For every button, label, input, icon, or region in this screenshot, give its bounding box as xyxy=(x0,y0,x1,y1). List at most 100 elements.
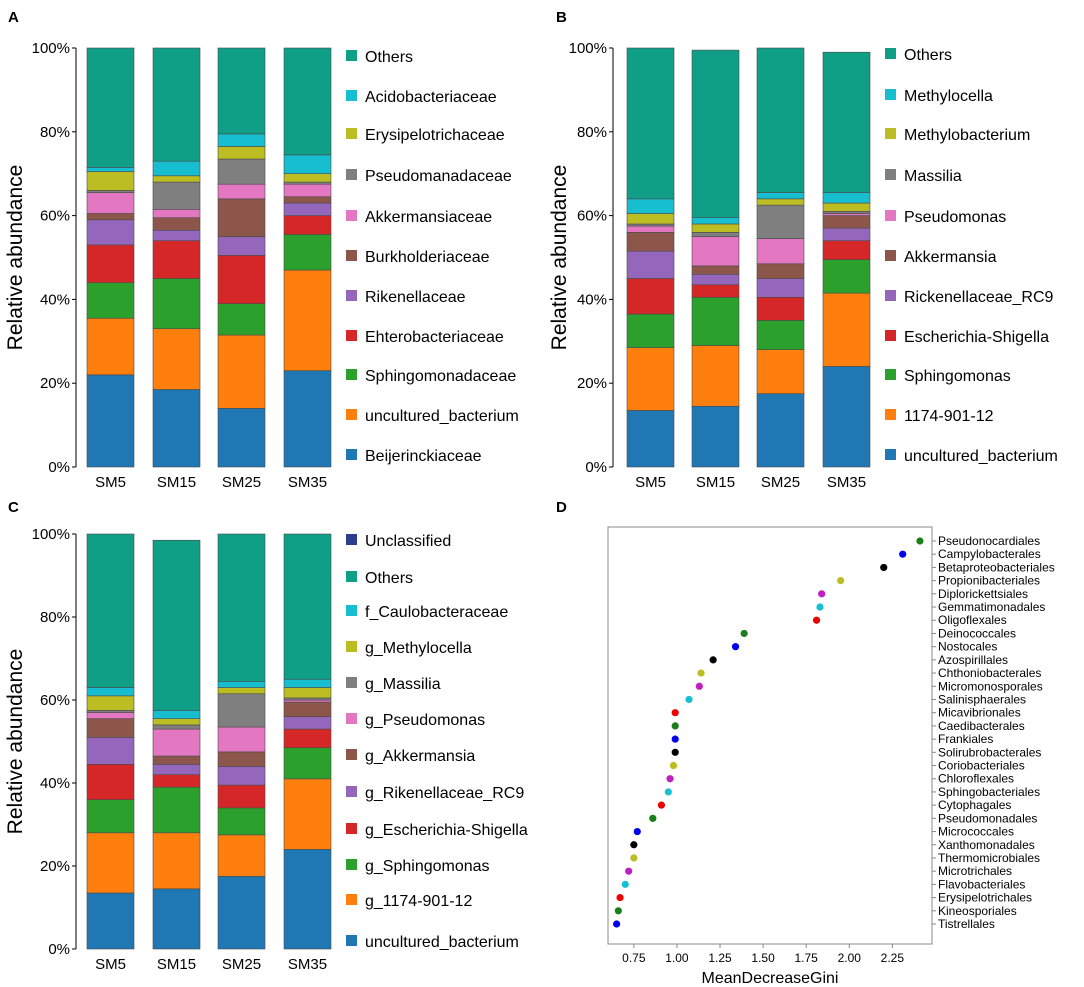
legend-item: Akkermansiaceae xyxy=(365,209,492,226)
y-tick-label: 60% xyxy=(40,208,70,225)
legend-item: uncultured_bacterium xyxy=(365,934,519,951)
bar-segment-Rikenellaceae xyxy=(217,236,266,256)
y-tick-label: 20% xyxy=(40,375,70,392)
legend-swatch xyxy=(346,935,357,946)
legend-item: g_1174-901-12 xyxy=(365,893,472,910)
x-tick-label: SM35 xyxy=(288,474,327,491)
x-tick-label: 2.00 xyxy=(838,951,862,965)
y-tick-label: Xanthomonadales xyxy=(938,838,1035,852)
point-Frankiales xyxy=(671,735,679,743)
point-Xanthomonadales xyxy=(630,841,638,849)
y-tick-label: 40% xyxy=(40,775,70,792)
legend-swatch xyxy=(346,859,357,870)
y-tick-label: Erysipelotrichales xyxy=(938,891,1032,905)
legend-item: Escherichia-Shigella xyxy=(904,329,1049,346)
bar-segment-Akkermansia xyxy=(626,232,675,252)
bar-segment-f_Caulobacteraceae xyxy=(283,678,332,688)
bar-segment-g_Escherichia-Shigella xyxy=(283,728,332,749)
legend-swatch xyxy=(346,210,357,221)
bar-segment-Beijerinckiaceae xyxy=(86,374,135,468)
y-tick-label: 100% xyxy=(569,40,607,57)
bar-segment-Rickenellaceae_RC9 xyxy=(626,250,675,279)
legend-item: Burkholderiaceae xyxy=(365,249,490,266)
bar-segment-Others xyxy=(626,47,675,200)
y-tick-label: Flavobacteriales xyxy=(938,877,1025,891)
legend-swatch xyxy=(346,605,357,616)
bar-segment-Sphingomonadaceae xyxy=(86,282,135,319)
bar-segment-Others xyxy=(86,47,135,168)
bar-segment-uncultured_bacterium xyxy=(217,334,266,409)
bar-segment-Others xyxy=(283,47,332,156)
y-tick-label: Micrococcales xyxy=(938,825,1014,839)
legend-item: g_Akkermansia xyxy=(365,748,475,765)
bar-segment-uncultured_bacterium xyxy=(86,892,135,950)
bar-segment-Others xyxy=(217,533,266,682)
bar-segment-Beijerinckiaceae xyxy=(283,370,332,468)
legend-swatch xyxy=(346,894,357,905)
legend-item: Massilia xyxy=(904,168,962,185)
legend-item: Unclassified xyxy=(365,533,451,550)
x-tick-label: SM35 xyxy=(288,956,327,973)
bar-segment-Erysipelotrichaceae xyxy=(283,173,332,183)
bar-segment-uncultured_bacterium xyxy=(217,876,266,950)
legend-item: Others xyxy=(904,47,952,64)
legend-swatch xyxy=(346,786,357,797)
bar-segment-Akkermansia xyxy=(756,263,805,279)
legend-swatch xyxy=(346,250,357,261)
bar-segment-Acidobacteriaceae xyxy=(152,160,201,177)
bar-segment-f_Caulobacteraceae xyxy=(152,710,201,719)
legend-swatch xyxy=(346,50,357,61)
legend-item: f_Caulobacteraceae xyxy=(365,604,508,621)
bar-segment-Erysipelotrichaceae xyxy=(86,171,135,191)
y-tick-label: Tistrellales xyxy=(938,917,995,931)
point-Micavibrionales xyxy=(671,709,679,717)
bar-segment-Methylocella xyxy=(756,192,805,200)
point-Campylobacterales xyxy=(899,550,907,558)
y-tick-label: Nostocales xyxy=(938,640,997,654)
bar-segment-g_Methylocella xyxy=(283,687,332,699)
bar-segment-Massilia xyxy=(626,223,675,227)
legend-item: Methylocella xyxy=(904,88,993,105)
point-Flavobacteriales xyxy=(621,880,629,888)
bar-segment-Burkholderiaceae xyxy=(152,217,201,231)
legend-item: Pseudomanadaceae xyxy=(365,168,512,185)
bar-segment-g_Pseudomonas xyxy=(283,699,332,703)
bar-segment-uncultured_bacterium xyxy=(626,410,675,468)
bar-segment-Methylocella xyxy=(822,192,871,204)
bar-segment-g_Sphingomonas xyxy=(283,747,332,780)
x-tick-label: SM5 xyxy=(635,474,666,491)
bar-segment-Ehterobacteriaceae xyxy=(86,244,135,283)
bar-segment-Akkermansia xyxy=(822,215,871,229)
legend-item: g_Escherichia-Shigella xyxy=(365,822,528,839)
bar-segment-Akkermansiaceae xyxy=(152,209,201,218)
point-Azospirillales xyxy=(709,656,717,664)
legend-swatch xyxy=(346,823,357,834)
x-tick-label: SM15 xyxy=(696,474,735,491)
legend-swatch xyxy=(885,290,896,301)
bar-segment-g_Sphingomonas xyxy=(217,807,266,836)
legend-item: g_Rikenellaceae_RC9 xyxy=(365,785,524,802)
bar-segment-Rikenellaceae xyxy=(283,202,332,216)
legend-item: Sphingomonas xyxy=(904,368,1011,385)
bar-segment-Sphingomonas xyxy=(756,320,805,350)
y-axis-label: Relative abundance xyxy=(4,649,27,835)
bar-segment-uncultured_bacterium xyxy=(283,269,332,371)
legend-swatch xyxy=(885,210,896,221)
point-Pseudomonadales xyxy=(649,814,657,822)
y-tick-label: Propionibacteriales xyxy=(938,574,1040,588)
bar-segment-Rickenellaceae_RC9 xyxy=(691,273,740,286)
panel-label-A: A xyxy=(8,9,19,26)
bar-segment-1174-901-12 xyxy=(756,349,805,394)
legend-item: Sphingomonadaceae xyxy=(365,368,516,385)
bar-segment-Sphingomonadaceae xyxy=(283,234,332,271)
legend-item: Methylobacterium xyxy=(904,127,1030,144)
point-Nostocales xyxy=(731,643,740,651)
legend-item: Akkermansia xyxy=(904,249,997,266)
y-tick-label: 20% xyxy=(40,858,70,875)
bar-segment-Rickenellaceae_RC9 xyxy=(756,278,805,298)
bar-segment-1174-901-12 xyxy=(822,292,871,367)
legend-swatch xyxy=(346,534,357,545)
legend-swatch xyxy=(346,677,357,688)
panel-label-D: D xyxy=(556,499,567,516)
